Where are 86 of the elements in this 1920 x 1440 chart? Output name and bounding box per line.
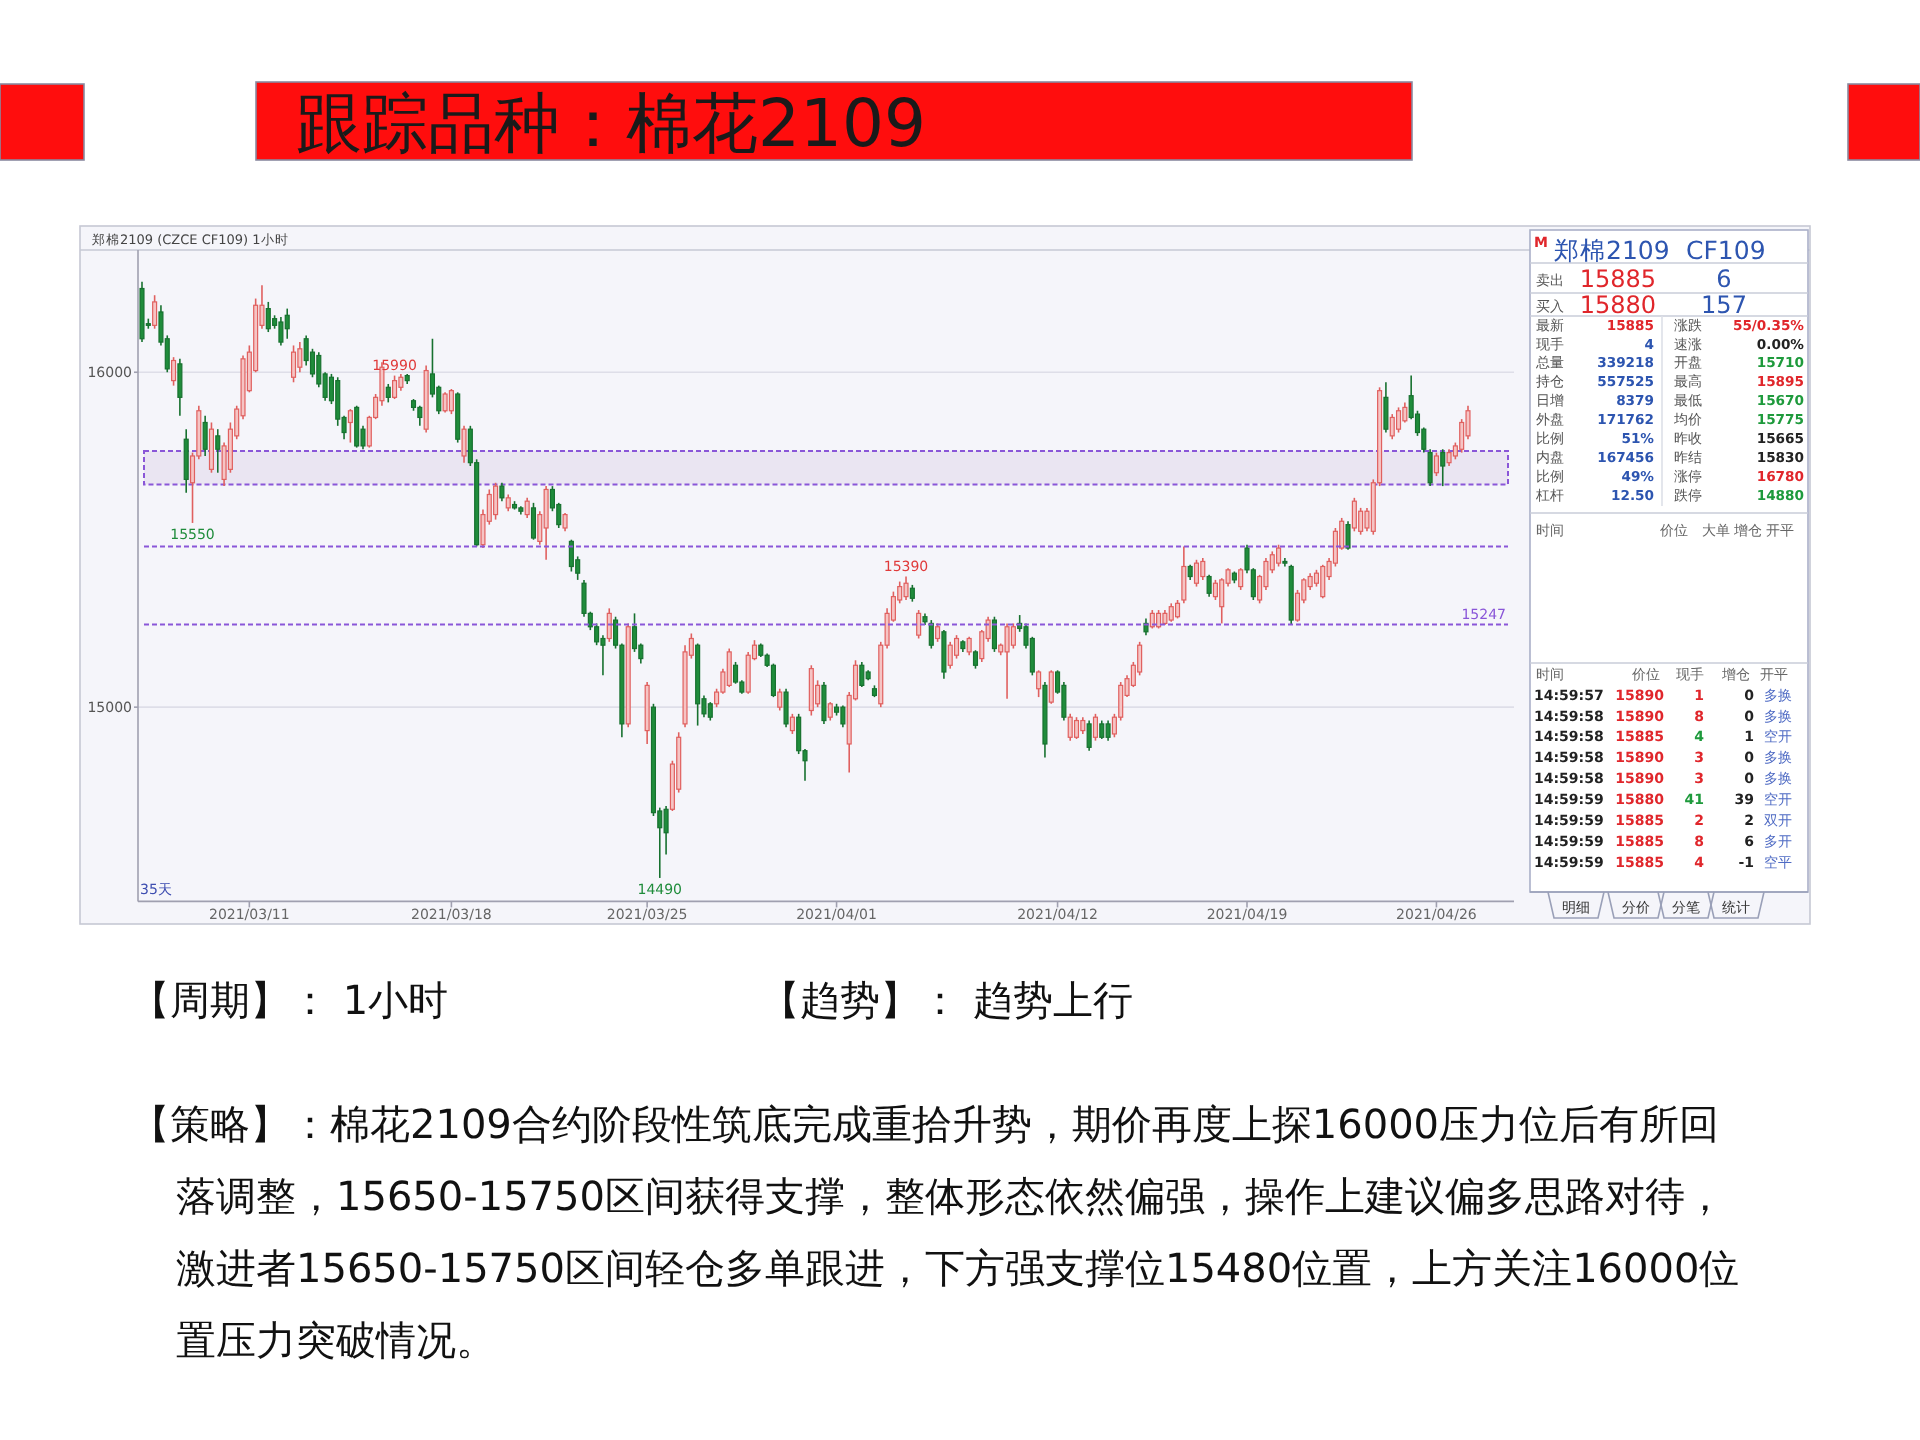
candlestick: [644, 681, 650, 745]
candlestick: [770, 662, 776, 698]
text: 郑棉2109: [1554, 235, 1670, 265]
candlestick: [935, 622, 941, 643]
candlestick: [1036, 669, 1042, 698]
candlestick: [347, 408, 353, 444]
candlestick: [707, 701, 713, 722]
candlestick: [392, 374, 398, 400]
text: 15885: [1579, 265, 1656, 294]
candlestick: [1345, 520, 1351, 551]
candlestick: [385, 383, 391, 404]
candlestick: [1105, 719, 1111, 742]
candlestick: [1010, 622, 1016, 650]
candlestick: [859, 661, 865, 688]
candlestick: [928, 619, 934, 650]
candlestick: [606, 607, 612, 643]
candlestick: [265, 301, 271, 333]
candlestick: [493, 481, 499, 521]
candlestick: [777, 687, 783, 712]
candlestick: [1320, 564, 1326, 600]
candlestick: [442, 391, 448, 414]
chart-title: 跟踪品种：棉花2109: [296, 84, 926, 162]
candlestick: [827, 701, 833, 722]
candlestick: [417, 404, 423, 427]
candlestick: [1440, 448, 1446, 487]
text: 【策略】：棉花2109合约阶段性筑底完成重拾升势，期价再度上探16000压力位后有所回落调整，15650-15750区间获得支撑，整体形态依然偏强，操作上建议偏多思路对待，激进者15650-15750区间轻仓多单跟进，下方强支撑位15480位置，上方关注16000位置压力突破情况。: [130, 1100, 1740, 1364]
text: CF109: [1686, 235, 1766, 265]
candlestick: [171, 356, 177, 387]
candlestick: [215, 428, 221, 474]
candlestick: [783, 687, 789, 729]
candlestick: [208, 421, 215, 474]
candlestick: [1048, 669, 1054, 705]
candlestick: [290, 344, 297, 384]
candlestick: [1004, 622, 1010, 700]
candlestick: [916, 609, 922, 640]
candlestick: [821, 681, 827, 725]
candlestick: [1212, 579, 1218, 601]
candlestick: [789, 713, 795, 735]
candlestick: [840, 704, 846, 729]
candlestick: [726, 647, 732, 688]
candlestick: [202, 414, 208, 457]
candlestick: [183, 428, 189, 494]
candlestick: [530, 502, 537, 541]
candlestick: [1067, 713, 1073, 742]
candlestick: [461, 425, 467, 464]
text: 15880: [1579, 291, 1656, 320]
candlestick: [1351, 497, 1357, 533]
candlestick: [1156, 609, 1162, 630]
candlestick: [1206, 574, 1212, 598]
candlestick: [562, 512, 568, 533]
candlestick: [1433, 451, 1439, 477]
candlestick: [524, 497, 530, 519]
candlestick: [354, 404, 360, 449]
text: 【周期】： 1小时: [130, 976, 449, 1024]
candlestick: [808, 664, 814, 717]
candlestick: [568, 538, 574, 573]
text: 6: [1716, 265, 1732, 294]
candlestick: [1092, 713, 1099, 742]
text: 【趋势】： 趋势上行: [760, 976, 1133, 1024]
candlestick: [1168, 602, 1174, 623]
candlestick: [1200, 557, 1206, 581]
candlestick: [903, 575, 909, 601]
candlestick: [941, 629, 947, 680]
candlestick: [278, 316, 284, 347]
candlestick: [947, 641, 953, 670]
candlestick: [1276, 543, 1282, 568]
candlestick: [972, 649, 979, 670]
candlestick: [297, 341, 303, 374]
candlestick: [1383, 381, 1389, 434]
candlestick: [177, 358, 183, 417]
candlestick: [991, 615, 997, 653]
candlestick: [1389, 413, 1395, 441]
candlestick: [1099, 719, 1105, 740]
candlestick: [152, 294, 158, 330]
candlestick: [448, 388, 454, 415]
candlestick: [284, 307, 290, 340]
candlestick: [1395, 406, 1402, 434]
candlestick: [1238, 567, 1244, 591]
candlestick: [1086, 719, 1092, 752]
candlestick: [543, 485, 549, 561]
candlestick: [1073, 716, 1080, 740]
candlestick: [1193, 558, 1200, 588]
candlestick: [455, 391, 461, 444]
text: 157: [1701, 291, 1747, 320]
candlestick: [499, 481, 505, 502]
candlestick: [966, 636, 972, 657]
